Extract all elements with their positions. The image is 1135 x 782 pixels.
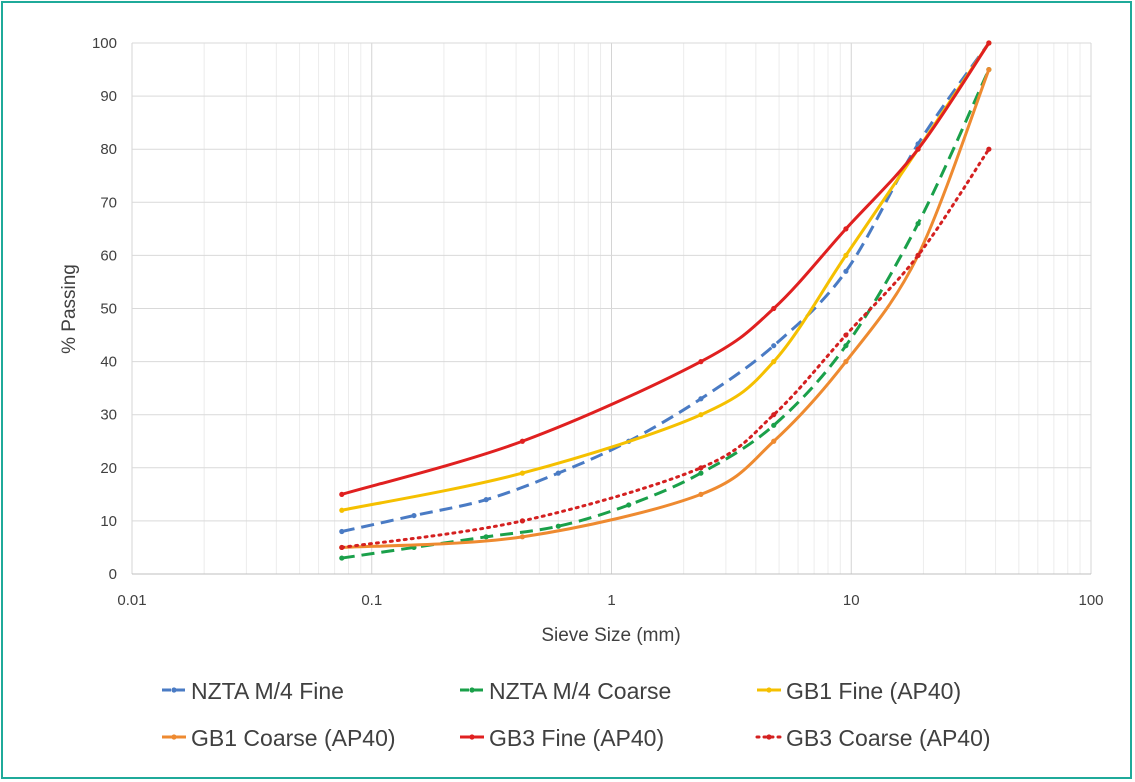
series-nzta-m-4-fine	[339, 40, 992, 535]
data-point-gb1-coarse-ap40	[771, 438, 777, 444]
y-tick-label: 70	[100, 194, 117, 211]
data-point-nzta-m-4-fine	[843, 268, 849, 274]
y-tick-label: 80	[100, 141, 117, 158]
y-tick-label: 10	[100, 513, 117, 530]
x-tick-label: 1	[607, 592, 615, 609]
legend-marker-gb1-fine-ap40	[766, 687, 772, 693]
y-axis-title: % Passing	[59, 264, 80, 354]
data-point-gb3-fine-ap40	[986, 40, 992, 46]
data-point-nzta-m-4-fine	[698, 396, 704, 402]
data-point-gb1-fine-ap40	[698, 412, 704, 418]
series-gb1-coarse-ap40	[339, 66, 992, 551]
data-point-gb3-coarse-ap40	[519, 518, 526, 524]
data-point-nzta-m-4-fine	[555, 470, 561, 476]
data-point-gb1-coarse-ap40	[986, 66, 992, 73]
y-tick-label: 0	[109, 566, 117, 583]
data-point-gb3-coarse-ap40	[843, 332, 849, 338]
series-line-gb3-coarse-ap40	[340, 147, 991, 549]
legend-label-gb3-coarse-ap40: GB3 Coarse (AP40)	[786, 725, 991, 751]
series-gb3-coarse-ap40	[339, 146, 992, 551]
y-tick-label: 20	[100, 460, 117, 477]
legend-marker-gb3-coarse-ap40	[766, 734, 772, 740]
data-point-gb1-fine-ap40	[339, 507, 345, 513]
data-point-gb1-coarse-ap40	[519, 534, 526, 540]
legend: NZTA M/4 Fine NZTA M/4 Coarse GB1 Fine (AP…	[162, 678, 991, 751]
data-point-nzta-m-4-fine	[411, 512, 417, 519]
x-tick-label: 10	[843, 592, 860, 609]
data-point-gb3-fine-ap40	[698, 359, 704, 365]
data-point-gb3-fine-ap40	[843, 226, 849, 232]
x-tick-label: 100	[1078, 592, 1103, 609]
y-tick-label: 100	[92, 35, 117, 52]
legend-item-nzta-m-4-fine: NZTA M/4 Fine	[162, 678, 344, 704]
series-line-gb3-fine-ap40	[341, 42, 991, 496]
data-point-nzta-m-4-coarse	[915, 220, 921, 227]
x-axis-title: Sieve Size (mm)	[541, 625, 680, 646]
legend-label-gb1-fine-ap40: GB1 Fine (AP40)	[786, 678, 961, 704]
data-point-gb1-coarse-ap40	[698, 491, 704, 497]
data-point-gb3-coarse-ap40	[698, 465, 704, 471]
legend-marker-gb1-coarse-ap40	[171, 734, 177, 740]
data-point-nzta-m-4-coarse	[483, 534, 489, 540]
legend-marker-nzta-m-4-fine	[171, 687, 177, 693]
data-point-gb3-fine-ap40	[771, 305, 777, 312]
legend-label-nzta-m-4-coarse: NZTA M/4 Coarse	[489, 678, 671, 704]
data-point-nzta-m-4-coarse	[626, 502, 632, 508]
legend-marker-nzta-m-4-coarse	[469, 687, 475, 693]
y-tick-label: 90	[100, 88, 117, 105]
series-gb3-fine-ap40	[339, 40, 992, 497]
y-tick-label: 60	[100, 247, 117, 264]
axes: 0 10 20 30 40 50 60 70 80 90 100 0.01 0.1 1 10 100	[92, 35, 1104, 609]
legend-item-gb1-coarse-ap40: GB1 Coarse (AP40)	[162, 725, 396, 751]
data-point-nzta-m-4-fine	[339, 528, 345, 535]
series-gb1-fine-ap40	[339, 40, 992, 513]
data-point-gb3-coarse-ap40	[339, 544, 345, 551]
data-point-nzta-m-4-fine	[483, 497, 489, 503]
data-point-nzta-m-4-coarse	[771, 422, 777, 428]
legend-item-gb1-fine-ap40: GB1 Fine (AP40)	[757, 678, 961, 704]
data-point-nzta-m-4-coarse	[843, 343, 849, 349]
y-tick-label: 50	[100, 301, 117, 318]
data-point-gb3-fine-ap40	[915, 146, 921, 152]
data-point-gb3-coarse-ap40	[771, 412, 777, 418]
data-point-nzta-m-4-coarse	[698, 470, 704, 476]
data-point-gb1-fine-ap40	[843, 252, 849, 258]
data-point-gb1-coarse-ap40	[843, 359, 849, 365]
data-point-gb1-fine-ap40	[519, 470, 526, 476]
legend-marker-gb3-fine-ap40	[469, 734, 475, 740]
data-point-gb1-fine-ap40	[771, 359, 777, 365]
series-line-nzta-m-4-fine	[341, 42, 991, 533]
y-tick-label: 40	[100, 354, 117, 371]
legend-item-gb3-fine-ap40: GB3 Fine (AP40)	[460, 725, 664, 751]
data-point-nzta-m-4-coarse	[339, 555, 345, 561]
series-line-nzta-m-4-coarse	[341, 68, 991, 560]
legend-item-nzta-m-4-coarse: NZTA M/4 Coarse	[460, 678, 671, 704]
series-line-gb1-fine-ap40	[341, 42, 991, 512]
legend-label-gb3-fine-ap40: GB3 Fine (AP40)	[489, 725, 664, 751]
x-tick-label: 0.1	[361, 592, 382, 609]
legend-label-gb1-coarse-ap40: GB1 Coarse (AP40)	[191, 725, 396, 751]
data-point-nzta-m-4-fine	[771, 343, 777, 349]
legend-label-nzta-m-4-fine: NZTA M/4 Fine	[191, 678, 344, 704]
data-point-gb3-fine-ap40	[339, 491, 345, 497]
grid	[131, 42, 1092, 575]
legend-item-gb3-coarse-ap40: GB3 Coarse (AP40)	[755, 725, 991, 751]
data-point-gb3-fine-ap40	[519, 438, 526, 444]
series-layer	[339, 40, 992, 561]
y-tick-label: 30	[100, 407, 117, 424]
series-nzta-m-4-coarse	[339, 66, 992, 561]
data-point-gb3-coarse-ap40	[915, 252, 921, 258]
data-point-gb3-coarse-ap40	[986, 146, 992, 152]
x-tick-label: 0.01	[117, 592, 146, 609]
data-point-nzta-m-4-coarse	[555, 523, 561, 529]
